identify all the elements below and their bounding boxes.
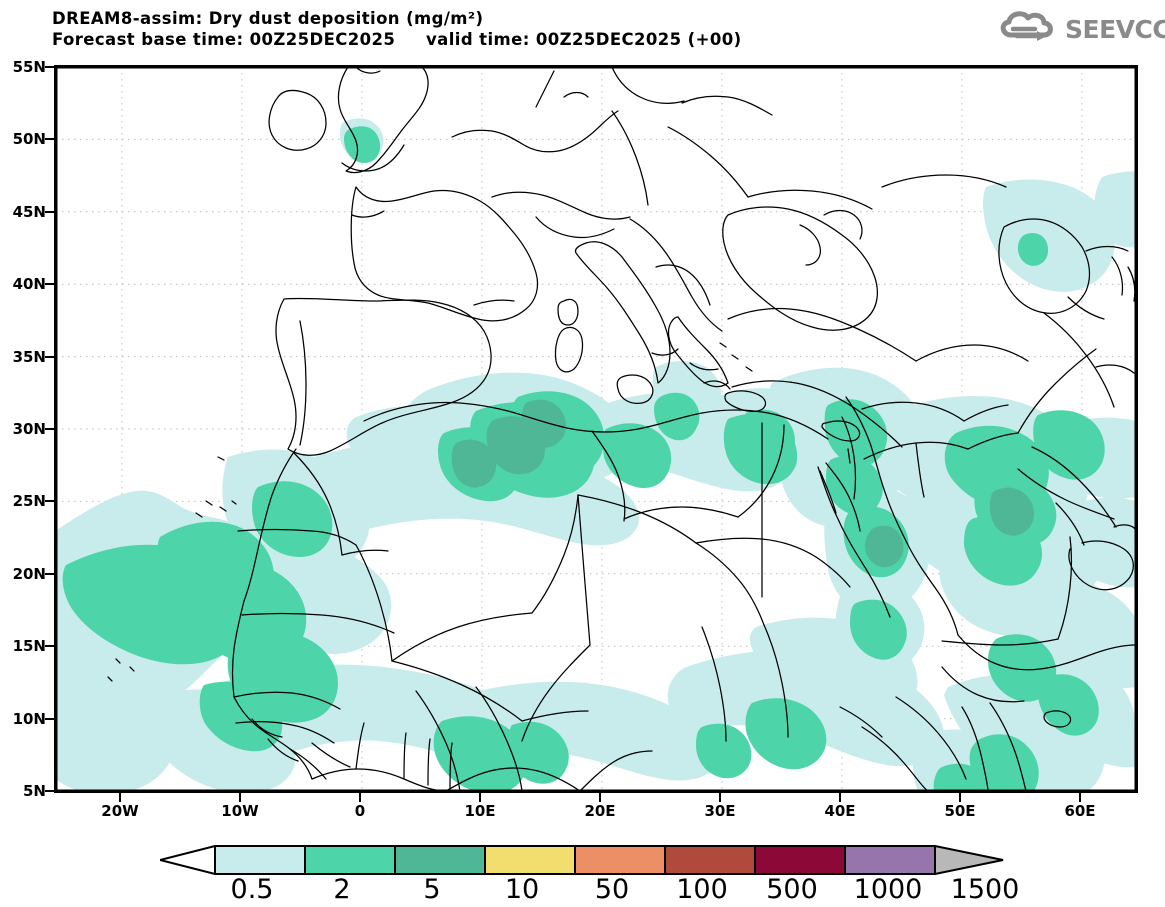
- dust-deposition-map: [56, 67, 1136, 791]
- map-plot-area[interactable]: [54, 65, 1138, 793]
- x-tick-label-60E: 60E: [1064, 802, 1096, 820]
- y-tick-mark-45N: [45, 210, 54, 213]
- dust-contour-level-5: [451, 399, 1034, 568]
- x-tick-label-20E: 20E: [584, 802, 616, 820]
- colorbar-label-0.5: 0.5: [230, 874, 274, 905]
- colorbar-over-arrow: [934, 845, 1004, 875]
- x-tick-mark-50E: [959, 793, 961, 802]
- colorbar-legend: 0.5 2 5 10 50 100 500 1000 1500: [0, 840, 1165, 907]
- plot-border: [56, 67, 1136, 791]
- x-tick-mark-30E: [719, 793, 721, 802]
- colorbar-swatch-500-1000[interactable]: [754, 845, 846, 875]
- y-tick-mark-5N: [45, 790, 54, 792]
- y-tick-label-40N: 40N: [12, 275, 46, 294]
- colorbar-swatch-50-100[interactable]: [574, 845, 666, 875]
- x-tick-mark-40E: [839, 793, 841, 802]
- y-tick-mark-35N: [45, 355, 54, 358]
- y-tick-mark-15N: [45, 645, 54, 648]
- header: DREAM8-assim: Dry dust deposition (mg/m²…: [0, 0, 1165, 60]
- colorbar-label-2: 2: [333, 874, 351, 905]
- colorbar-swatch-0.5-2[interactable]: [214, 845, 306, 875]
- colorbar-tick-labels: 0.5 2 5 10 50 100 500 1000 1500: [0, 876, 1165, 906]
- y-tick-label-15N: 15N: [12, 637, 46, 656]
- y-tick-mark-50N: [45, 138, 54, 141]
- colorbar-under-arrow: [160, 845, 216, 875]
- cloud-wind-icon: [997, 9, 1059, 49]
- x-tick-mark-20W: [119, 793, 121, 802]
- colorbar-swatches[interactable]: [160, 845, 1005, 875]
- x-tick-label-0: 0: [354, 802, 366, 820]
- x-tick-mark-0: [359, 793, 361, 802]
- y-tick-label-20N: 20N: [12, 564, 46, 583]
- x-tick-label-30E: 30E: [704, 802, 736, 820]
- colorbar-swatch-10-50[interactable]: [484, 845, 576, 875]
- y-tick-label-35N: 35N: [12, 347, 46, 366]
- x-tick-label-40E: 40E: [824, 802, 856, 820]
- y-tick-label-45N: 45N: [12, 202, 46, 221]
- x-tick-mark-10W: [239, 793, 241, 802]
- x-tick-mark-20E: [599, 793, 601, 802]
- x-tick-label-50E: 50E: [944, 802, 976, 820]
- y-tick-mark-10N: [45, 717, 54, 720]
- y-tick-mark-55N: [45, 66, 54, 68]
- y-tick-mark-20N: [45, 572, 54, 575]
- y-tick-label-55N: 55N: [12, 58, 46, 76]
- colorbar-label-1500: 1500: [950, 874, 1020, 905]
- x-tick-label-20W: 20W: [101, 802, 139, 820]
- colorbar-label-1000: 1000: [853, 874, 923, 905]
- colorbar-label-100: 100: [676, 874, 728, 905]
- x-tick-mark-60E: [1079, 793, 1081, 802]
- colorbar-label-500: 500: [766, 874, 818, 905]
- y-tick-label-25N: 25N: [12, 492, 46, 511]
- forecast-time-subtitle: Forecast base time: 00Z25DEC2025 valid t…: [52, 30, 742, 49]
- y-tick-mark-25N: [45, 500, 54, 503]
- x-tick-label-10E: 10E: [464, 802, 496, 820]
- y-tick-mark-30N: [45, 428, 54, 430]
- logo-text: SEEVCCC: [1065, 14, 1165, 44]
- colorbar-swatch-100-500[interactable]: [664, 845, 756, 875]
- seevccc-logo: SEEVCCC: [997, 8, 1165, 50]
- y-tick-label-10N: 10N: [12, 709, 46, 728]
- colorbar-swatch-1000-1500[interactable]: [844, 845, 936, 875]
- map-coastlines: [107, 67, 1136, 791]
- colorbar-swatch-2-5[interactable]: [304, 845, 396, 875]
- colorbar-label-10: 10: [504, 874, 540, 905]
- colorbar-label-50: 50: [594, 874, 630, 905]
- y-tick-label-50N: 50N: [12, 130, 46, 149]
- y-tick-label-5N: 5N: [23, 782, 46, 800]
- x-tick-label-10W: 10W: [221, 802, 259, 820]
- y-tick-label-30N: 30N: [12, 420, 46, 438]
- colorbar-label-5: 5: [423, 874, 441, 905]
- page-title: DREAM8-assim: Dry dust deposition (mg/m²…: [52, 9, 484, 28]
- x-tick-mark-10E: [479, 793, 481, 802]
- y-tick-mark-40N: [45, 283, 54, 286]
- colorbar-swatch-5-10[interactable]: [394, 845, 486, 875]
